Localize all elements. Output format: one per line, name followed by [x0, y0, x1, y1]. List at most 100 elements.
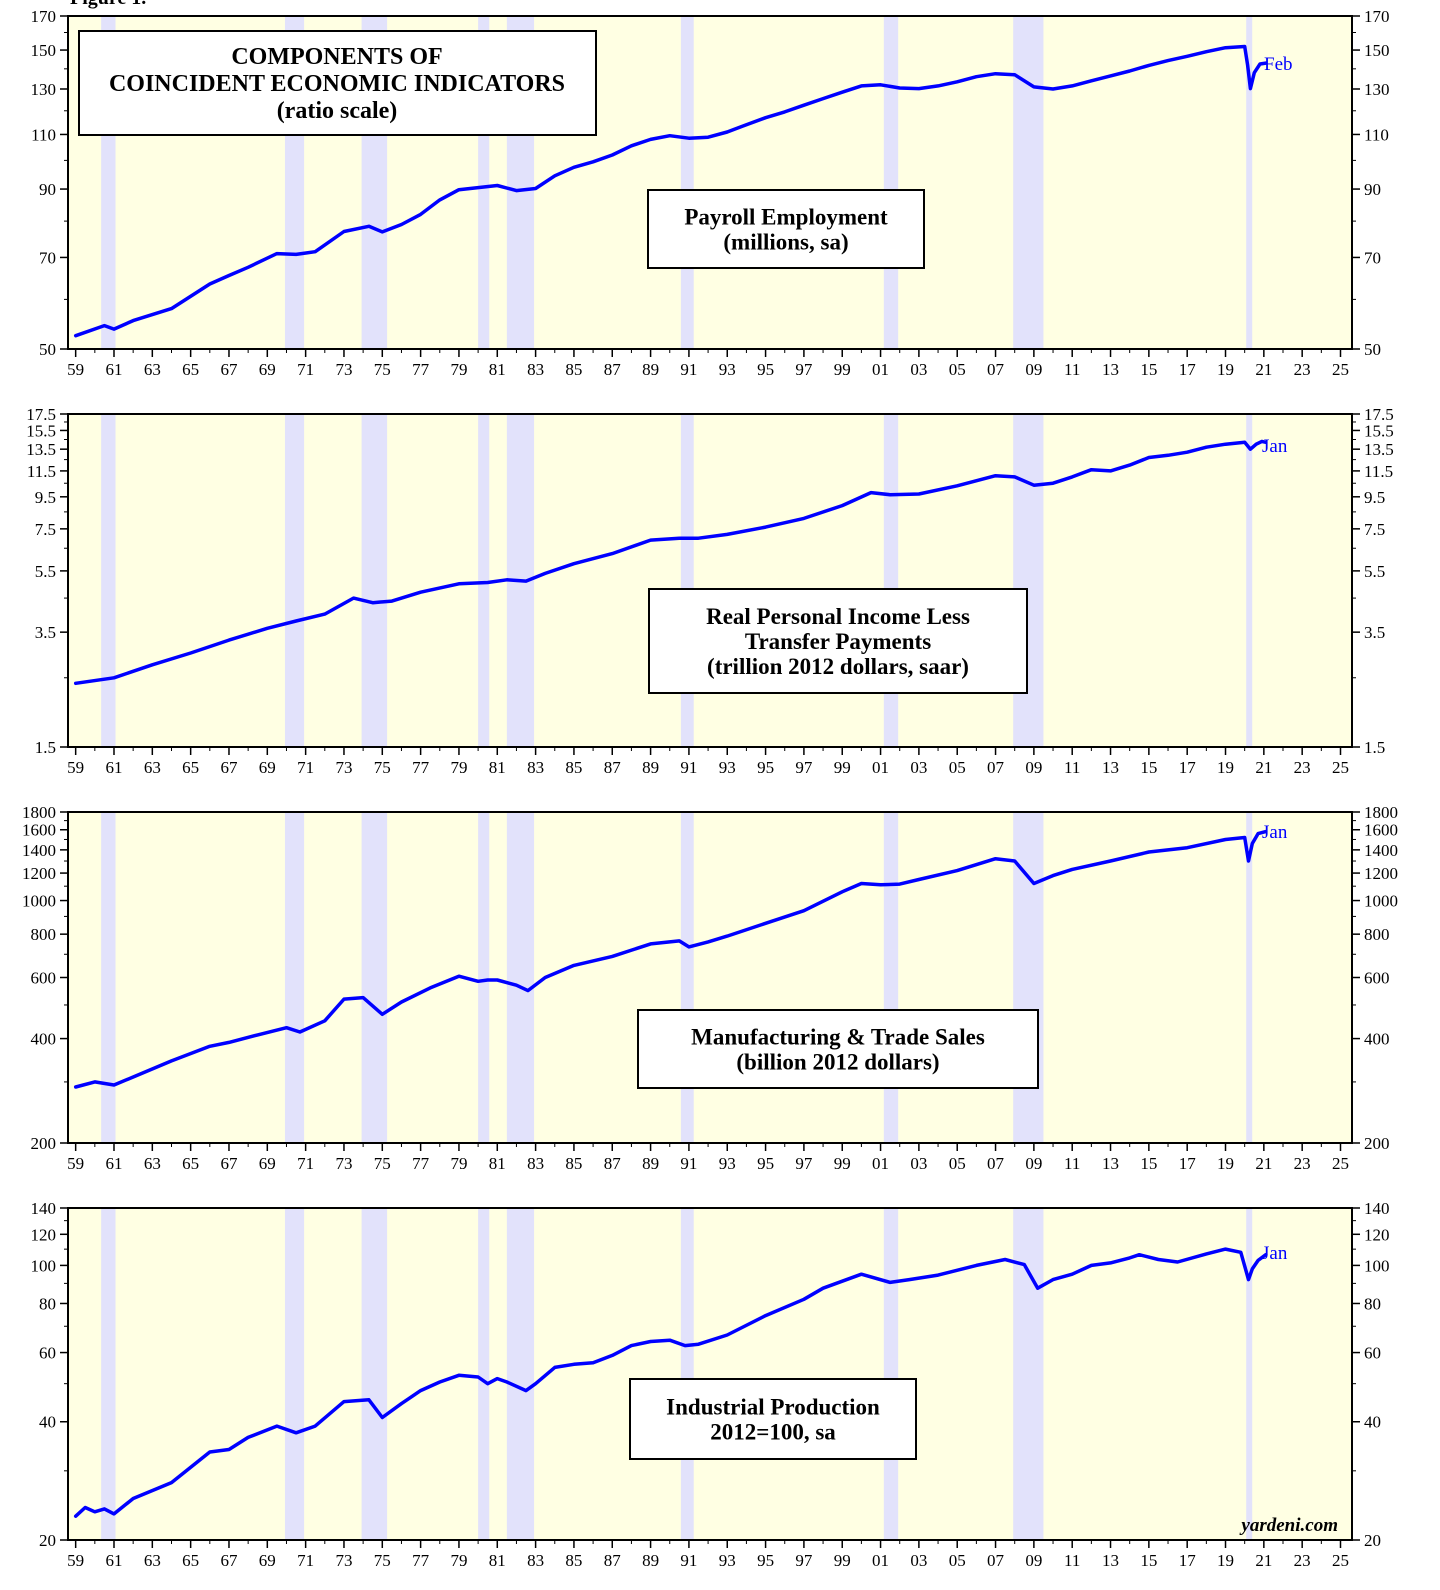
recession-band — [284, 812, 305, 1143]
y-tick-label-left: 60 — [39, 1344, 56, 1363]
x-tick-label: 99 — [834, 1154, 851, 1173]
x-tick-label: 09 — [1025, 758, 1042, 777]
panel-3: 200 200 400 400 600 600 800 800 1000 1000 1200 1200… — [22, 803, 1398, 1173]
panel-4: 20 20 40 40 60 60 80 80 100 100 120 120 140 140 59 61 63… — [31, 1199, 1390, 1570]
x-tick-label: 81 — [489, 360, 506, 379]
x-tick-label: 99 — [834, 758, 851, 777]
x-tick-label: 89 — [642, 1551, 659, 1570]
x-tick-label: 81 — [489, 1154, 506, 1173]
y-tick-label-right: 1600 — [1364, 821, 1398, 840]
recession-band — [1013, 812, 1044, 1143]
x-tick-label: 79 — [450, 360, 467, 379]
x-tick-label: 61 — [105, 1551, 122, 1570]
recession-band — [284, 1208, 305, 1540]
y-tick-label-left: 110 — [31, 125, 56, 144]
x-tick-label: 83 — [527, 360, 544, 379]
x-tick-label: 67 — [220, 360, 238, 379]
watermark-text: yardeni.com — [1239, 1515, 1338, 1536]
x-tick-label: 01 — [872, 758, 889, 777]
x-tick-label: 23 — [1294, 758, 1311, 777]
x-tick-label: 63 — [144, 360, 161, 379]
recession-band — [101, 812, 116, 1143]
series-end-label: Jan — [1262, 1243, 1288, 1264]
series-end-label: Jan — [1262, 436, 1288, 457]
series-end-label: Jan — [1262, 822, 1288, 843]
y-tick-label-left: 1600 — [22, 821, 56, 840]
x-tick-label: 95 — [757, 1154, 774, 1173]
x-tick-label: 71 — [297, 1551, 314, 1570]
x-tick-label: 91 — [680, 1551, 697, 1570]
x-tick-label: 05 — [949, 1551, 966, 1570]
y-tick-label-right: 120 — [1364, 1225, 1390, 1244]
x-tick-label: 25 — [1332, 758, 1349, 777]
y-tick-label-left: 90 — [39, 180, 56, 199]
x-tick-label: 15 — [1140, 1551, 1157, 1570]
x-tick-label: 65 — [182, 360, 199, 379]
recession-band — [361, 1208, 388, 1540]
x-tick-label: 79 — [450, 758, 467, 777]
x-tick-label: 65 — [182, 1551, 199, 1570]
series-title-line: (billion 2012 dollars) — [736, 1050, 939, 1075]
x-tick-label: 03 — [910, 1551, 927, 1570]
x-tick-label: 13 — [1102, 1551, 1119, 1570]
plot-background — [68, 812, 1352, 1143]
y-tick-label-left: 400 — [31, 1030, 57, 1049]
x-tick-label: 69 — [259, 1551, 276, 1570]
recession-band — [1013, 16, 1044, 349]
y-tick-label-left: 15.5 — [26, 421, 56, 440]
x-tick-label: 67 — [220, 1154, 238, 1173]
y-tick-label-left: 40 — [39, 1413, 56, 1432]
y-tick-label-right: 50 — [1364, 340, 1381, 359]
y-tick-label-left: 5.5 — [35, 562, 56, 581]
y-tick-label-right: 400 — [1364, 1030, 1390, 1049]
x-tick-label: 71 — [297, 1154, 314, 1173]
x-tick-label: 05 — [949, 360, 966, 379]
x-tick-label: 59 — [67, 360, 84, 379]
x-tick-label: 97 — [795, 1551, 813, 1570]
plot-frame — [67, 1207, 1353, 1541]
x-tick-label: 07 — [987, 1154, 1005, 1173]
x-tick-label: 01 — [872, 1551, 889, 1570]
y-tick-label-right: 1400 — [1364, 841, 1398, 860]
y-tick-label-right: 200 — [1364, 1134, 1390, 1153]
panel-2: 1.5 1.5 3.5 3.5 5.5 5.5 7.5 7.5 9.5 9.5 11.5 11.5 13… — [26, 405, 1394, 777]
x-tick-label: 17 — [1179, 1154, 1197, 1173]
x-tick-label: 09 — [1025, 1154, 1042, 1173]
recession-band — [1246, 812, 1253, 1143]
y-tick-label-right: 9.5 — [1364, 488, 1385, 507]
y-tick-label-right: 70 — [1364, 248, 1381, 267]
x-tick-label: 21 — [1255, 1154, 1272, 1173]
recession-band — [506, 1208, 535, 1540]
main-title-line: COMPONENTS OF — [231, 44, 442, 70]
y-tick-label-left: 20 — [39, 1531, 56, 1550]
x-tick-label: 63 — [144, 1154, 161, 1173]
x-tick-label: 17 — [1179, 360, 1197, 379]
recession-band — [883, 812, 899, 1143]
x-tick-label: 03 — [910, 758, 927, 777]
x-tick-label: 87 — [604, 360, 622, 379]
y-tick-label-right: 100 — [1364, 1256, 1390, 1275]
y-tick-label-left: 100 — [31, 1256, 57, 1275]
y-tick-label-left: 13.5 — [26, 440, 56, 459]
x-tick-label: 67 — [220, 758, 238, 777]
x-tick-label: 79 — [450, 1154, 467, 1173]
x-tick-label: 91 — [680, 1154, 697, 1173]
x-tick-label: 25 — [1332, 1154, 1349, 1173]
x-tick-label: 85 — [565, 1154, 582, 1173]
y-tick-label-right: 1.5 — [1364, 738, 1385, 757]
series-line — [73, 439, 1268, 686]
x-tick-label: 19 — [1217, 360, 1234, 379]
x-tick-label: 17 — [1179, 1551, 1197, 1570]
x-tick-label: 95 — [757, 1551, 774, 1570]
y-tick-label-right: 800 — [1364, 925, 1390, 944]
y-tick-label-right: 17.5 — [1364, 405, 1394, 424]
x-tick-label: 97 — [795, 1154, 813, 1173]
recession-band — [1013, 1208, 1044, 1540]
recession-band — [883, 414, 899, 747]
x-tick-label: 11 — [1064, 1551, 1080, 1570]
recession-band — [361, 812, 388, 1143]
x-tick-label: 21 — [1255, 360, 1272, 379]
x-tick-label: 19 — [1217, 1154, 1234, 1173]
series-line — [73, 1247, 1268, 1518]
x-tick-label: 11 — [1064, 360, 1080, 379]
